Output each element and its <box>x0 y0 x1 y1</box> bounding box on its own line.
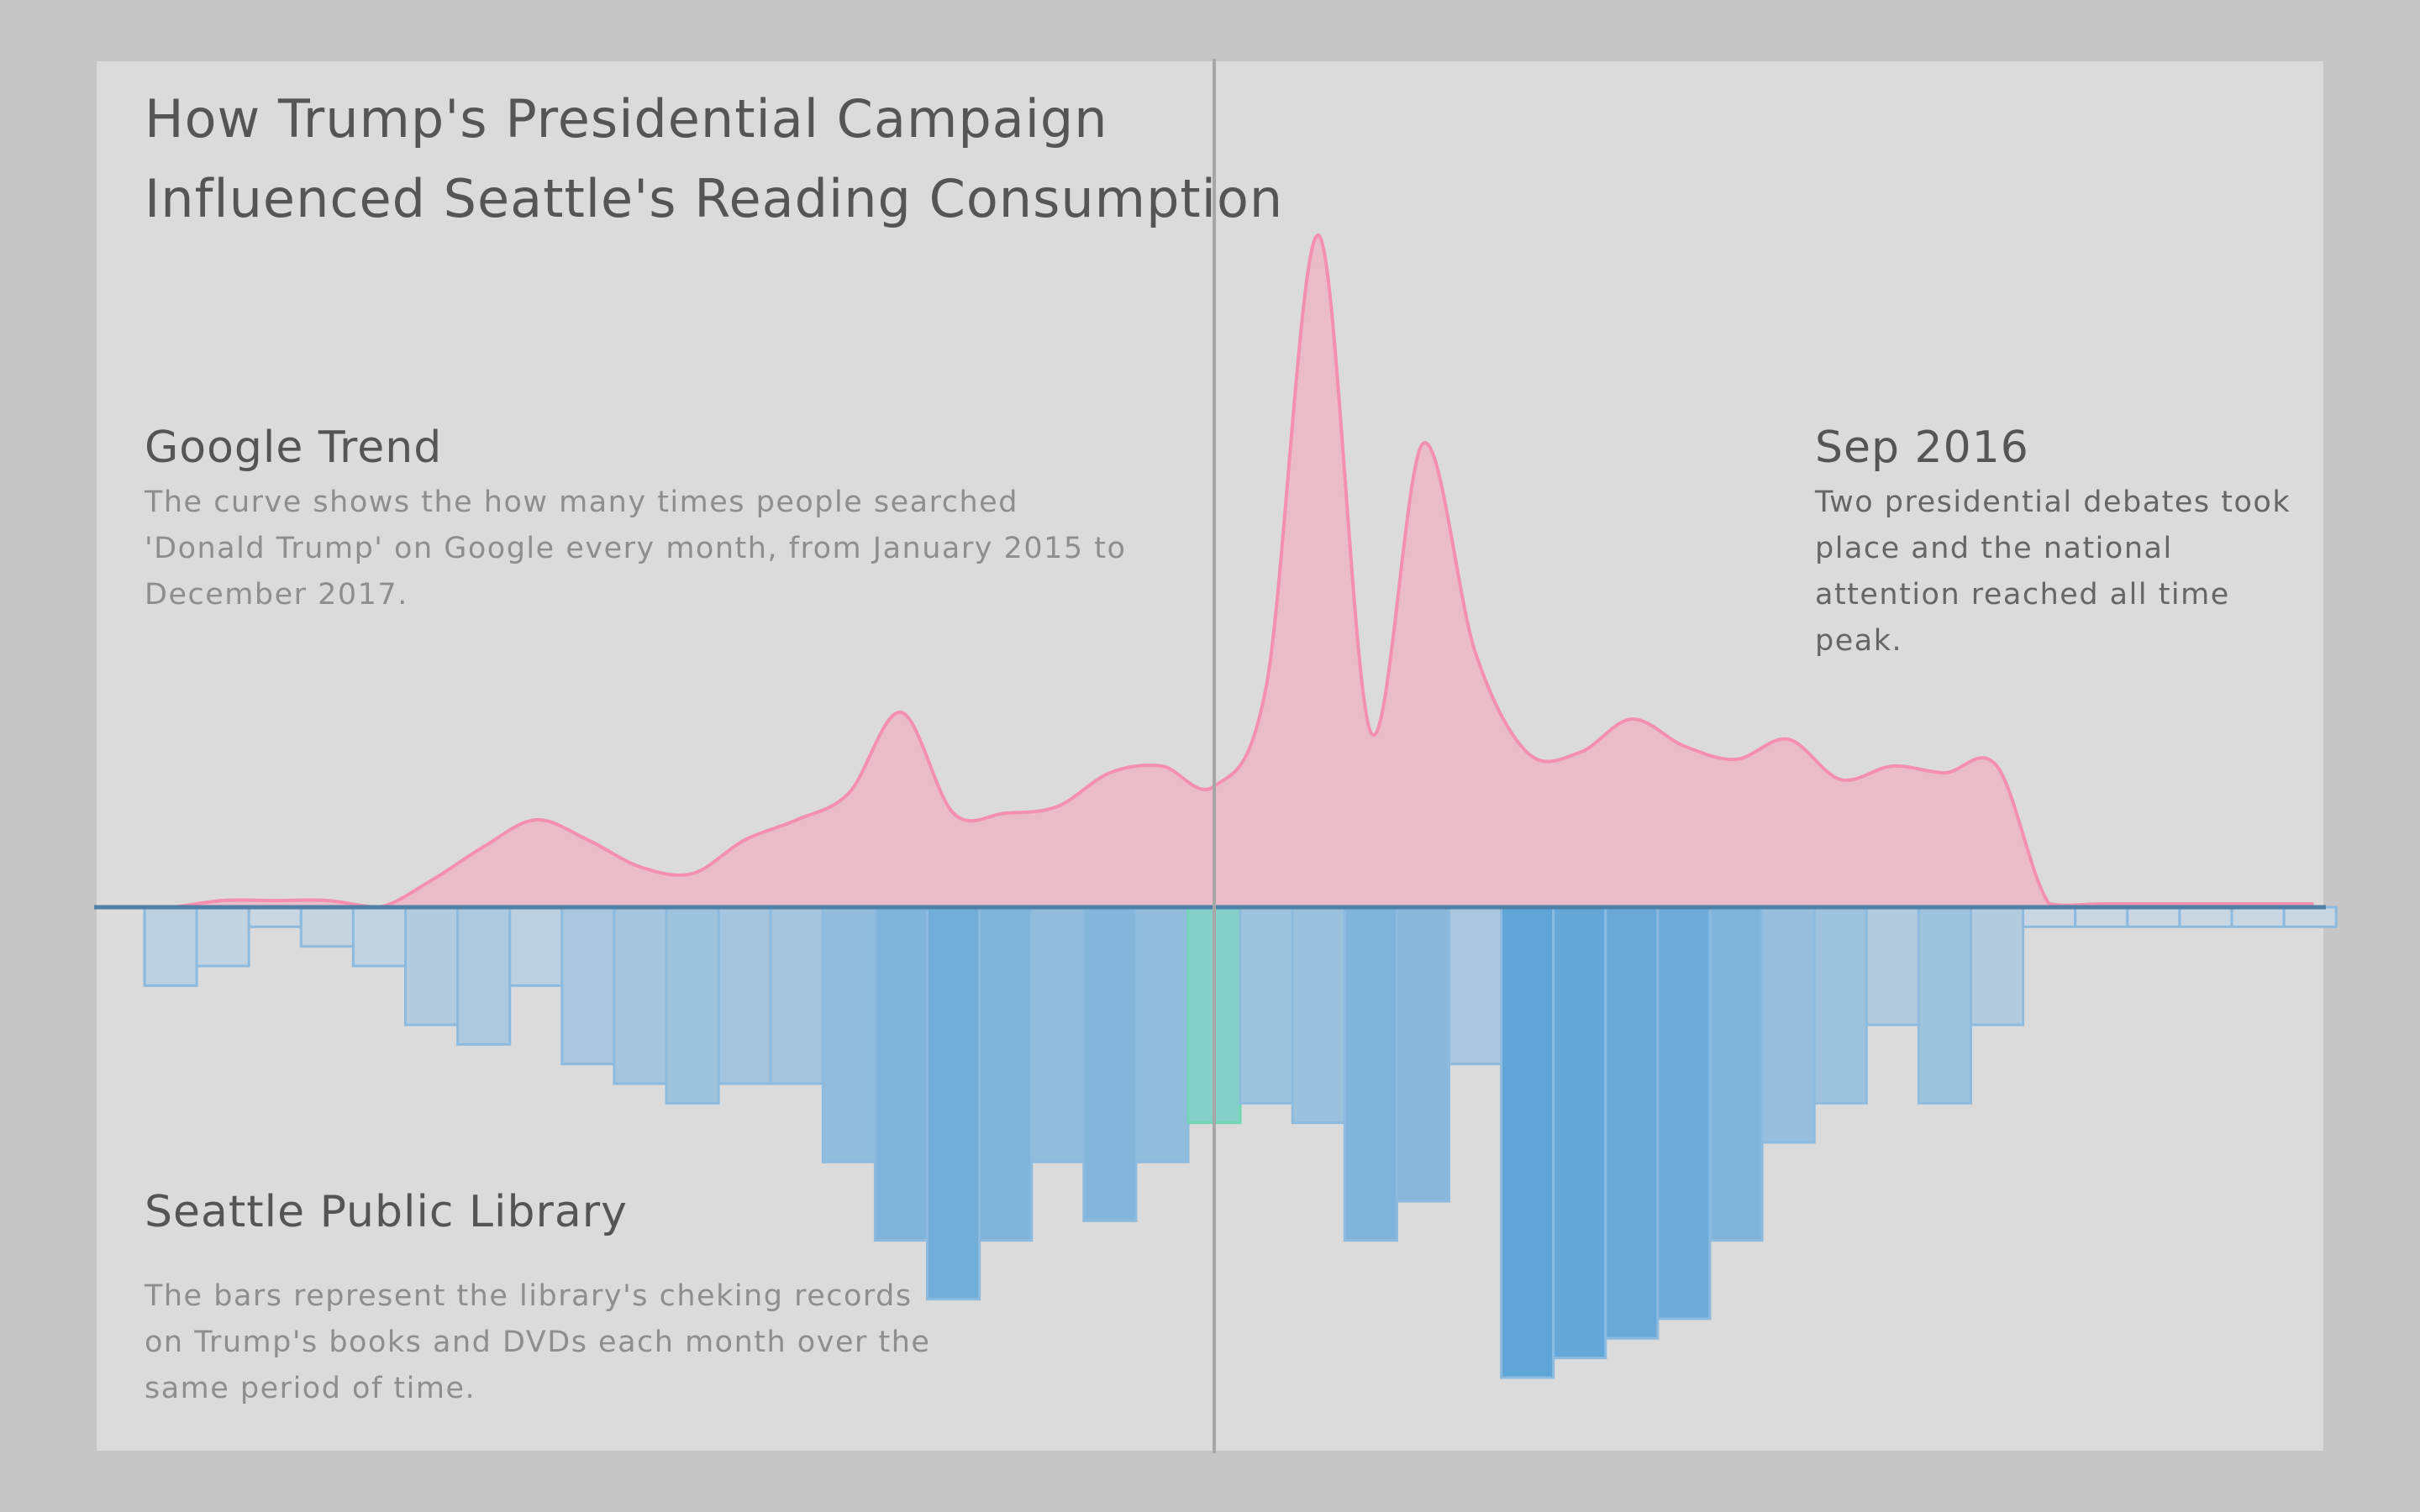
library-bar <box>247 906 302 928</box>
library-bar <box>2074 906 2129 928</box>
library-description: The bars represent the library's cheking… <box>145 1279 931 1405</box>
chart-panel <box>97 61 2323 1451</box>
library-bar <box>1082 906 1138 1222</box>
sep-2016-heading: Sep 2016 <box>1815 423 2029 473</box>
library-bar <box>1552 906 1607 1360</box>
library-bar <box>456 906 512 1046</box>
library-bar <box>1970 906 2025 1026</box>
library-bar <box>1917 906 1972 1105</box>
library-bar <box>195 906 250 968</box>
sep-2016-description: Two presidential debates took place and … <box>1815 486 2291 658</box>
library-bar <box>1343 906 1398 1242</box>
library-bar <box>1134 906 1190 1163</box>
google-trend-description: The curve shows the how many times peopl… <box>145 486 1127 612</box>
library-bar <box>2126 906 2181 928</box>
library-bar <box>404 906 460 1026</box>
library-bar <box>1500 906 1555 1379</box>
library-bar <box>821 906 876 1163</box>
library-bar <box>665 906 720 1105</box>
chart-title-line-2: Influenced Seattle's Reading Consumption <box>145 168 1284 229</box>
library-bar <box>2230 906 2286 928</box>
library-heading: Seattle Public Library <box>145 1187 628 1237</box>
library-bar <box>1865 906 1920 1026</box>
library-bar <box>508 906 564 987</box>
library-bar <box>560 906 616 1066</box>
library-bar <box>1812 906 1868 1105</box>
library-bar <box>613 906 668 1085</box>
library-bar <box>873 906 929 1242</box>
library-bar <box>1291 906 1346 1125</box>
google-trend-line <box>124 233 2314 910</box>
library-bar <box>299 906 355 948</box>
google-trend-heading: Google Trend <box>145 423 443 473</box>
library-bar <box>1239 906 1294 1105</box>
library-bar <box>2178 906 2233 928</box>
library-bar <box>1708 906 1764 1242</box>
library-bar <box>926 906 981 1301</box>
library-bar <box>351 906 407 968</box>
library-bar <box>1656 906 1712 1320</box>
library-bar <box>1604 906 1660 1340</box>
library-bar <box>1448 906 1503 1066</box>
library-bar <box>2282 906 2338 928</box>
library-bar <box>1030 906 1086 1163</box>
library-bar <box>1760 906 1816 1144</box>
library-bars <box>143 906 2338 1379</box>
chart-title-line-1: How Trump's Presidential Campaign <box>145 88 1108 150</box>
library-bar <box>717 906 772 1085</box>
library-bar <box>978 906 1034 1242</box>
library-bar <box>2022 906 2077 928</box>
library-bar <box>1395 906 1451 1203</box>
library-bar <box>143 906 198 987</box>
library-bar <box>769 906 824 1085</box>
